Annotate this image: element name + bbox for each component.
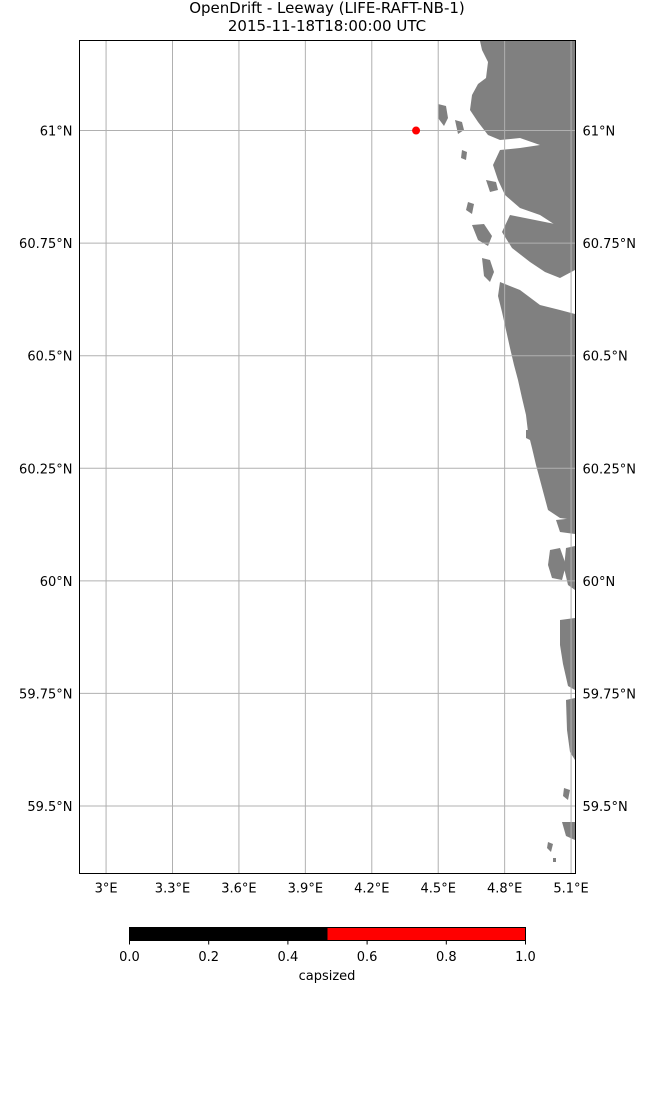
- lon-tick-label: 4.8°E: [487, 882, 522, 897]
- colorbar-ticks: 0.0 0.2 0.4 0.6 0.8 1.0: [119, 940, 536, 965]
- lat-tick-label-left: 60.25°N: [19, 462, 72, 477]
- lat-tick-label-left: 61°N: [40, 125, 73, 140]
- lat-tick-label-right: 59.75°N: [583, 687, 636, 702]
- particles-layer: [412, 126, 421, 135]
- map-title: OpenDrift - Leeway (LIFE-RAFT-NB-1): [189, 0, 465, 17]
- lon-tick-label: 3.6°E: [221, 882, 256, 897]
- lat-tick-label-right: 60.25°N: [583, 462, 636, 477]
- lon-tick-label: 4.2°E: [354, 882, 389, 897]
- map-frame: [79, 40, 576, 874]
- lat-tick-label-right: 60.5°N: [583, 350, 628, 365]
- colorbar-tick-label: 0.2: [198, 950, 219, 965]
- lat-tick-label-right: 61°N: [583, 125, 616, 140]
- particle-marker: [412, 126, 421, 135]
- lat-tick-label-left: 59.75°N: [19, 687, 72, 702]
- lat-axis-labels-right: 61°N 60.75°N 60.5°N 60.25°N 60°N 59.75°N 59.5°…: [583, 125, 636, 815]
- colorbar-tick-label: 0.6: [357, 950, 378, 965]
- lon-tick-label: 3.3°E: [155, 882, 190, 897]
- lat-tick-label-right: 60.75°N: [583, 237, 636, 252]
- graticule: [79, 40, 576, 874]
- lon-tick-label: 4.5°E: [421, 882, 456, 897]
- lon-tick-label: 5.1°E: [553, 882, 588, 897]
- lat-tick-label-left: 60°N: [40, 575, 73, 590]
- land-mass: [438, 41, 575, 862]
- colorbar-label: capsized: [299, 969, 356, 984]
- lon-tick-label: 3°E: [95, 882, 118, 897]
- lat-tick-label-right: 60°N: [583, 575, 616, 590]
- colorbar: 0.0 0.2 0.4 0.6 0.8 1.0 capsized: [119, 927, 536, 984]
- lat-tick-label-left: 60.5°N: [27, 350, 72, 365]
- map-panel: [79, 40, 576, 874]
- colorbar-tick-label: 0.0: [119, 950, 140, 965]
- lon-tick-label: 3.9°E: [288, 882, 323, 897]
- lat-axis-labels-left: 61°N 60.75°N 60.5°N 60.25°N 60°N 59.75°N 59.5°…: [19, 125, 72, 815]
- colorbar-tick-label: 0.4: [278, 950, 299, 965]
- colorbar-tick-label: 1.0: [515, 950, 536, 965]
- colorbar-tick-label: 0.8: [436, 950, 457, 965]
- colorbar-frame: [129, 927, 526, 941]
- colorbar-segment-high: [327, 927, 526, 941]
- map-background: [79, 40, 576, 874]
- lat-tick-label-right: 59.5°N: [583, 800, 628, 815]
- lon-axis-labels: 3°E 3.3°E 3.6°E 3.9°E 4.2°E 4.5°E 4.8°E 5.1°E: [95, 882, 589, 897]
- map-timestamp: 2015-11-18T18:00:00 UTC: [227, 17, 427, 35]
- lat-tick-label-left: 60.75°N: [19, 237, 72, 252]
- lat-tick-label-left: 59.5°N: [27, 800, 72, 815]
- colorbar-segment-low: [129, 927, 328, 941]
